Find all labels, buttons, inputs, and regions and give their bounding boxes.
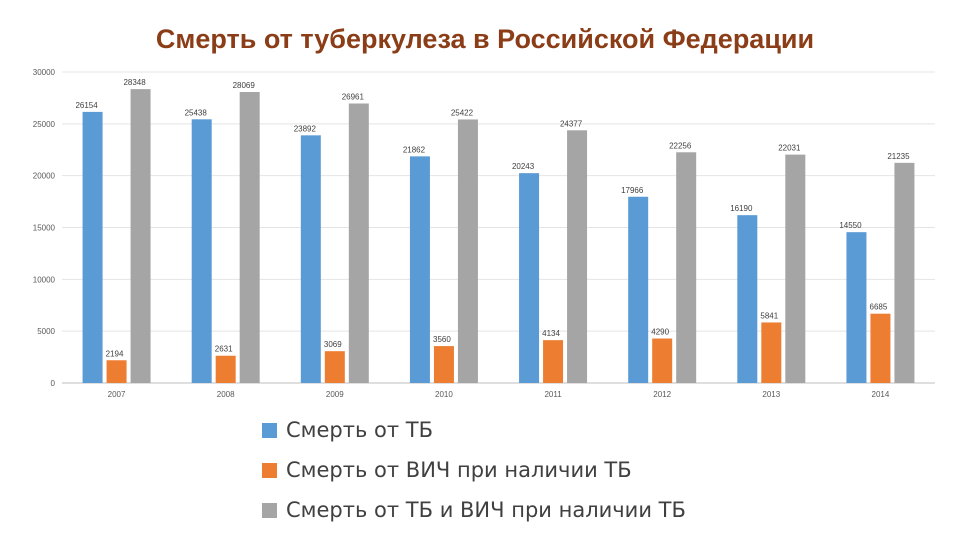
bar-2009-series-3 bbox=[348, 103, 369, 383]
data-label: 17966 bbox=[621, 186, 644, 195]
legend-item: Смерть от ВИЧ при наличии ТБ bbox=[262, 450, 686, 490]
data-label: 28069 bbox=[233, 81, 256, 90]
x-tick-label: 2013 bbox=[762, 390, 780, 399]
data-label: 22031 bbox=[778, 144, 801, 153]
y-tick-label: 15000 bbox=[33, 224, 56, 233]
data-label: 21235 bbox=[887, 152, 910, 161]
bar-2014-series-3 bbox=[894, 162, 915, 383]
data-label: 25422 bbox=[451, 108, 474, 117]
bar-2007-series-2 bbox=[106, 360, 127, 383]
y-tick-label: 5000 bbox=[37, 327, 55, 336]
data-label: 22256 bbox=[669, 141, 692, 150]
data-labels: 26154 2194 28348 25438 2631 28069 23892 3069 269… bbox=[75, 78, 910, 358]
y-tick-label: 20000 bbox=[33, 172, 56, 181]
y-tick-label: 30000 bbox=[33, 68, 56, 77]
data-label: 20243 bbox=[512, 162, 535, 171]
bar-2012-series-1 bbox=[628, 196, 649, 383]
bar-2010-series-3 bbox=[457, 119, 478, 383]
x-axis-ticks: 2007 2008 2009 2010 2011 2012 2013 2014 bbox=[108, 390, 890, 399]
bar-2010-series-1 bbox=[409, 156, 430, 383]
x-tick-label: 2007 bbox=[108, 390, 126, 399]
legend-label: Смерть от ВИЧ при наличии ТБ bbox=[286, 458, 632, 482]
x-tick-label: 2012 bbox=[653, 390, 671, 399]
data-label: 23892 bbox=[294, 124, 317, 133]
data-label: 5841 bbox=[760, 311, 778, 320]
legend-swatch bbox=[262, 422, 277, 438]
bar-2008-series-2 bbox=[215, 355, 236, 383]
x-tick-label: 2008 bbox=[217, 390, 235, 399]
bar-2011-series-2 bbox=[543, 340, 564, 383]
x-tick-label: 2011 bbox=[544, 390, 562, 399]
data-label: 26961 bbox=[342, 93, 365, 102]
data-label: 4134 bbox=[542, 329, 560, 338]
bar-2007-series-3 bbox=[130, 89, 151, 383]
legend-swatch bbox=[262, 462, 277, 478]
data-label: 4290 bbox=[651, 328, 669, 337]
data-label: 28348 bbox=[123, 78, 146, 87]
data-label: 6685 bbox=[870, 303, 888, 312]
bar-2014-series-1 bbox=[846, 232, 867, 383]
bar-2008-series-1 bbox=[191, 119, 212, 384]
legend-item: Смерть от ТБ bbox=[262, 410, 686, 450]
data-label: 24377 bbox=[560, 119, 583, 128]
bar-2011-series-3 bbox=[567, 130, 588, 383]
bar-2012-series-2 bbox=[652, 338, 673, 383]
legend-label: Смерть от ТБ bbox=[286, 418, 434, 442]
bar-2009-series-2 bbox=[324, 351, 345, 383]
bar-2010-series-2 bbox=[433, 346, 454, 383]
x-tick-label: 2014 bbox=[872, 390, 890, 399]
bar-2013-series-1 bbox=[737, 215, 758, 383]
bar-2009-series-1 bbox=[300, 135, 321, 383]
x-tick-label: 2010 bbox=[435, 390, 453, 399]
data-label: 14550 bbox=[839, 221, 862, 230]
data-label: 3560 bbox=[433, 335, 451, 344]
legend-label: Смерть от ТБ и ВИЧ при наличии ТБ bbox=[286, 498, 686, 522]
data-label: 2194 bbox=[106, 349, 124, 358]
legend: Смерть от ТБ Смерть от ВИЧ при наличии ТБ… bbox=[262, 410, 686, 530]
legend-item: Смерть от ТБ и ВИЧ при наличии ТБ bbox=[262, 490, 686, 530]
y-axis-ticks: 0 5000 10000 15000 20000 25000 30000 bbox=[33, 68, 56, 388]
bar-2007-series-1 bbox=[82, 111, 103, 383]
data-label: 3069 bbox=[324, 340, 342, 349]
data-label: 26154 bbox=[75, 101, 98, 110]
data-label: 2631 bbox=[215, 345, 233, 354]
bar-2012-series-3 bbox=[676, 152, 697, 383]
data-label: 25438 bbox=[185, 108, 208, 117]
data-label: 16190 bbox=[730, 204, 753, 213]
y-tick-label: 0 bbox=[51, 379, 56, 388]
bar-2013-series-2 bbox=[761, 322, 782, 383]
chart-title: Смерть от туберкулеза в Российской Федер… bbox=[155, 24, 815, 54]
x-tick-label: 2009 bbox=[326, 390, 344, 399]
data-label: 21862 bbox=[403, 145, 426, 154]
y-tick-label: 10000 bbox=[33, 275, 56, 284]
y-tick-label: 25000 bbox=[33, 120, 56, 129]
legend-swatch bbox=[262, 502, 277, 518]
bar-2014-series-2 bbox=[870, 313, 891, 383]
bar-2011-series-1 bbox=[519, 173, 540, 383]
bar-2008-series-3 bbox=[239, 92, 260, 383]
bars bbox=[82, 89, 915, 384]
bar-2013-series-3 bbox=[785, 154, 806, 383]
